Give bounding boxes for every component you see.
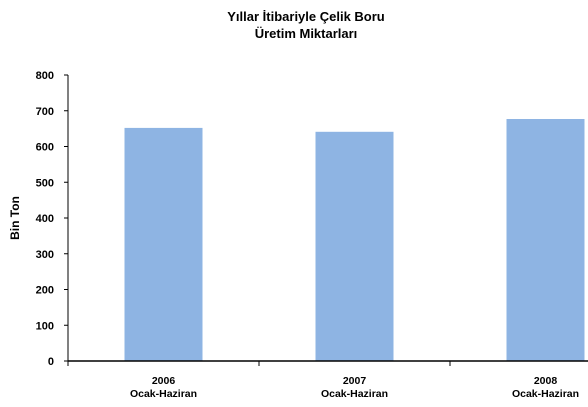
- x-tick-label-line: 2007: [343, 375, 367, 387]
- y-axis: 0 100 200 300 400 500 600 700 800: [36, 70, 69, 368]
- chart-title: Yıllar İtibariyle Çelik Boru Üretim Mikt…: [227, 9, 385, 41]
- bar-2008: [506, 119, 585, 361]
- bar-2007: [315, 131, 394, 361]
- x-tick-label-line: Ocak-Haziran: [130, 388, 197, 400]
- x-tick-label-line: 2006: [152, 375, 176, 387]
- y-tick-label-500: 500: [36, 177, 54, 189]
- y-tick-label-200: 200: [36, 285, 54, 297]
- x-tick-label-2008: 2008 Ocak-Haziran: [512, 375, 579, 400]
- x-tick-label-2006: 2006 Ocak-Haziran: [130, 375, 197, 400]
- bars-group: [124, 119, 585, 362]
- y-tick-label-300: 300: [36, 249, 54, 261]
- chart-title-line-2: Üretim Miktarları: [255, 26, 358, 41]
- y-tick-label-600: 600: [36, 142, 54, 154]
- chart-title-line-1: Yıllar İtibariyle Çelik Boru: [227, 9, 385, 24]
- y-tick-label-700: 700: [36, 106, 54, 118]
- x-tick-label-line: 2008: [534, 375, 558, 387]
- y-axis-label: Bin Ton: [8, 196, 22, 240]
- y-tick-label-800: 800: [36, 70, 54, 82]
- y-tick-label-0: 0: [48, 356, 54, 368]
- y-tick-label-100: 100: [36, 320, 54, 332]
- x-tick-label-2007: 2007 Ocak-Haziran: [321, 375, 388, 400]
- x-tick-label-line: Ocak-Haziran: [321, 388, 388, 400]
- y-tick-label-400: 400: [36, 213, 54, 225]
- bar-2006: [124, 127, 203, 362]
- x-tick-label-line: Ocak-Haziran: [512, 388, 579, 400]
